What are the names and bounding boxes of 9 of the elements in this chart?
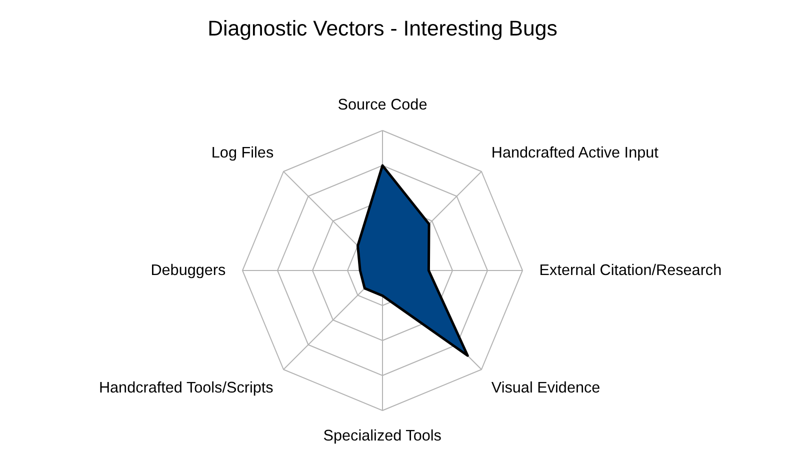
spoke-label: Debuggers — [150, 262, 226, 279]
spoke-label: Handcrafted Active Input — [491, 144, 660, 162]
spoke-label: Log Files — [211, 144, 274, 162]
spoke-label: External Citation/Research — [539, 262, 722, 279]
spoke-label: Handcrafted Tools/Scripts — [98, 379, 274, 396]
spoke-label: Visual Evidence — [491, 379, 600, 396]
chart-title: Diagnostic Vectors - Interesting Bugs — [208, 16, 558, 40]
spoke-label: Specialized Tools — [323, 427, 442, 444]
spoke-label: Source Code — [338, 96, 428, 114]
